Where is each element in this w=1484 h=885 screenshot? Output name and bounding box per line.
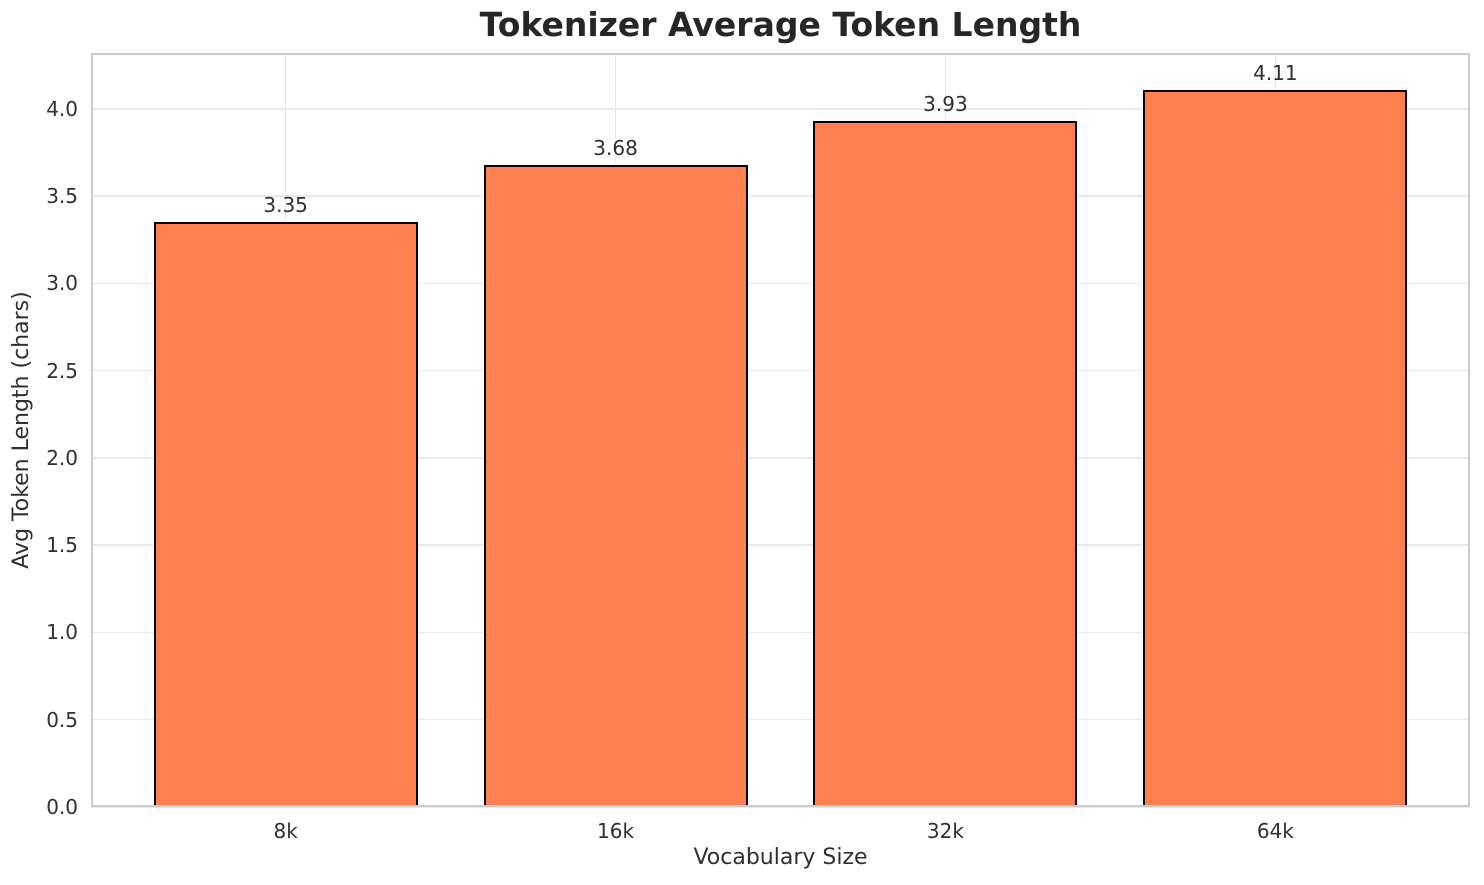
y-tick-label: 3.0 (46, 271, 78, 296)
horizontal-gridline (91, 718, 1470, 721)
x-tick-label-64k: 64k (1256, 819, 1294, 843)
y-tick-label: 1.0 (46, 620, 78, 645)
y-tick-label: 2.5 (46, 358, 78, 383)
chart-title: Tokenizer Average Token Length (479, 5, 1082, 44)
y-axis-label: Avg Token Length (chars) (9, 291, 34, 569)
horizontal-gridline (91, 108, 1470, 110)
x-tick-label-8k: 8k (273, 819, 298, 843)
y-tick-label: 3.5 (46, 184, 78, 209)
x-axis-label: Vocabulary Size (693, 845, 868, 870)
horizontal-gridline (91, 457, 1470, 459)
plot-area: 3.35 3.68 3.93 4.11 (91, 53, 1470, 808)
bar-64k (1143, 89, 1408, 807)
horizontal-gridline (91, 544, 1470, 546)
bar-value-label: 3.35 (263, 193, 308, 218)
bar-8k (153, 222, 418, 807)
x-tick-label-32k: 32k (926, 819, 964, 843)
y-tick-label: 4.0 (46, 96, 78, 121)
horizontal-gridline (91, 369, 1470, 372)
y-tick-label: 2.0 (46, 445, 78, 470)
bar-value-label: 3.93 (923, 92, 968, 117)
x-tick-label-16k: 16k (597, 819, 635, 843)
bar-value-label: 4.11 (1253, 60, 1298, 85)
bar-32k (813, 121, 1078, 807)
y-tick-label: 0.5 (46, 707, 78, 732)
horizontal-gridline (91, 806, 1470, 808)
y-tick-label: 0.0 (46, 795, 78, 819)
horizontal-gridline (91, 195, 1470, 197)
horizontal-gridline (91, 282, 1470, 285)
bar-16k (483, 164, 748, 807)
y-tick-label: 1.5 (46, 533, 78, 558)
horizontal-gridline (91, 631, 1470, 634)
bar-value-label: 3.68 (593, 135, 638, 160)
